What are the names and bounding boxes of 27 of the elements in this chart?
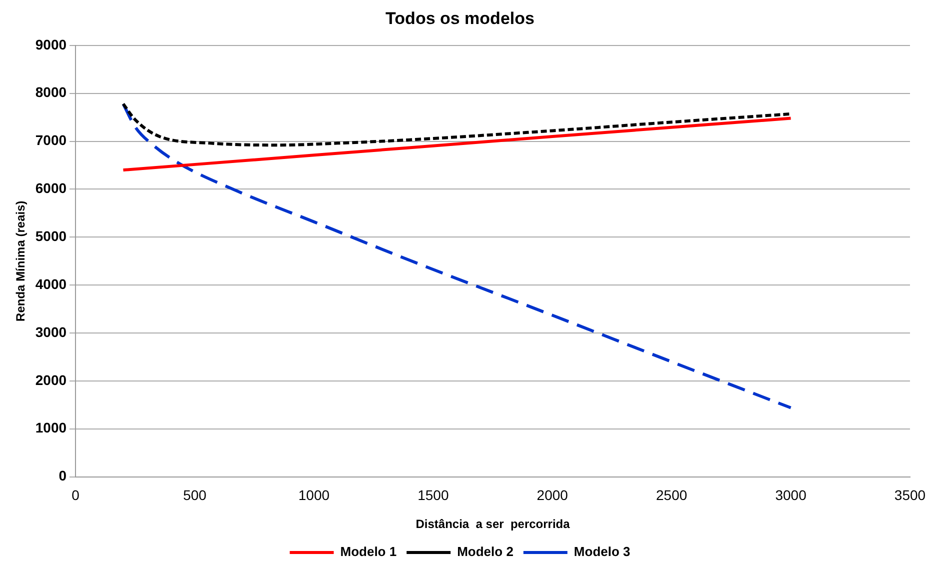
y-tick-label: 4000 [35,276,67,292]
x-tick-label: 3500 [894,487,926,504]
x-tick-label: 1500 [418,487,449,504]
line-series [122,116,792,172]
y-tick-label: 7000 [35,132,67,148]
x-tick-label: 1000 [298,487,330,504]
x-tick-label: 3000 [775,487,807,504]
y-tick-label: 5000 [35,228,67,244]
y-tick-label: 2000 [35,372,67,388]
y-tick-label: 6000 [35,180,67,196]
y-tick-label: 0 [58,468,67,484]
y-tick-label: 9000 [35,36,67,52]
line-series [122,102,792,410]
legend-label: Modelo 3 [574,544,630,560]
x-tick-label: 2500 [656,487,688,504]
legend-label: Modelo 1 [340,544,397,560]
legend-label: Modelo 2 [457,544,514,560]
x-tick-label: 2000 [536,487,568,504]
y-tick-label: 8000 [35,84,67,100]
x-axis-title: Distância a ser percorrida [416,517,570,532]
chart-title: Todos os modelos [386,8,534,28]
x-tick-label: 500 [183,487,207,504]
y-tick-label: 3000 [35,324,67,340]
y-tick-label: 1000 [35,420,67,436]
y-axis-title: Renda Mínima (reais) [14,200,28,322]
line-series [122,102,792,147]
x-tick-label: 0 [72,487,80,504]
